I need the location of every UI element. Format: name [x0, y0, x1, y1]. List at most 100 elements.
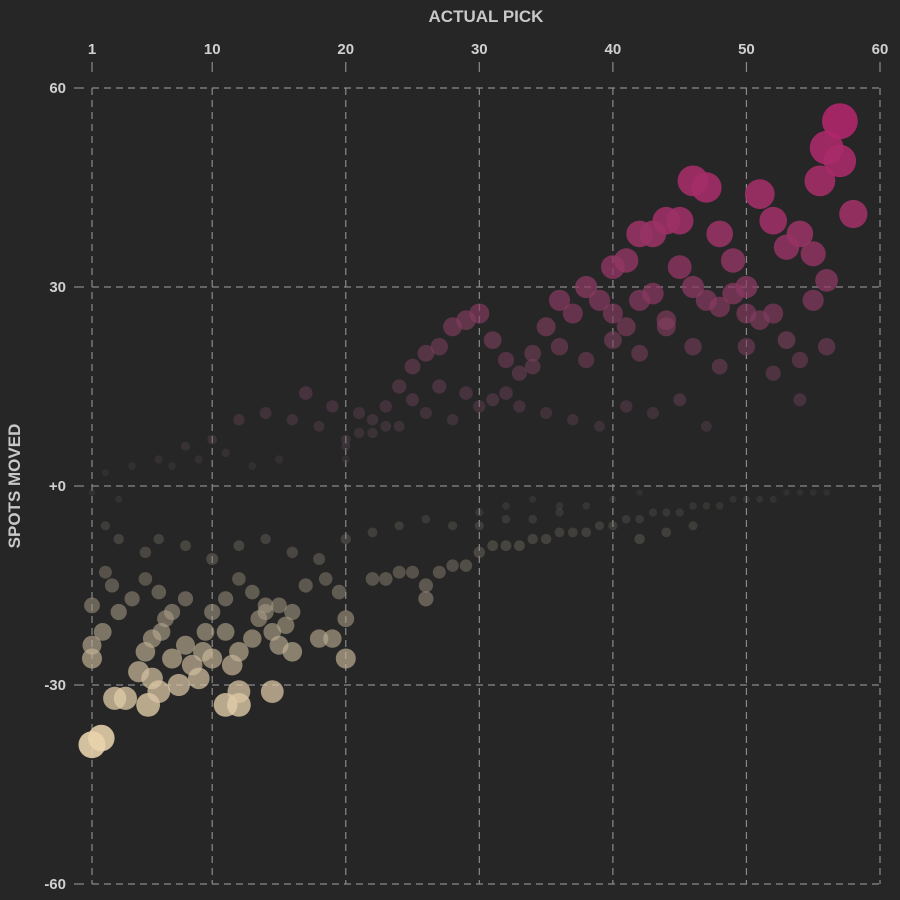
data-point	[418, 578, 433, 593]
data-point	[113, 533, 124, 545]
data-point	[393, 420, 405, 432]
data-point	[709, 296, 730, 318]
data-point	[446, 414, 459, 426]
data-point	[608, 521, 618, 531]
data-point	[497, 351, 515, 369]
data-point	[227, 680, 251, 703]
data-point	[204, 603, 221, 621]
data-point	[689, 502, 697, 510]
data-point	[648, 508, 658, 517]
data-point	[284, 603, 301, 621]
data-point	[298, 386, 313, 400]
data-point	[737, 338, 756, 356]
data-point	[673, 393, 687, 407]
data-point	[817, 338, 836, 356]
data-point	[581, 527, 592, 538]
data-point	[274, 455, 284, 464]
data-point	[588, 289, 611, 311]
data-point	[177, 591, 194, 607]
data-point	[567, 414, 579, 426]
data-point	[802, 289, 824, 311]
data-point	[661, 527, 672, 538]
data-point	[473, 546, 485, 558]
data-point	[153, 533, 164, 545]
data-point	[406, 565, 419, 579]
data-point	[365, 572, 380, 586]
x-axis-title: ACTUAL PICK	[429, 7, 545, 26]
data-point	[286, 414, 298, 426]
data-point	[769, 495, 777, 503]
data-point	[662, 508, 671, 517]
data-point	[642, 282, 664, 305]
y-tick-label: 60	[49, 80, 66, 97]
data-point	[353, 407, 366, 419]
data-point	[298, 578, 313, 593]
data-point	[340, 533, 351, 545]
axis-ticks: 1 10 20 30 40 50 60 60 30 +0 -30 -60	[44, 41, 888, 893]
data-point	[540, 533, 552, 545]
data-point	[326, 400, 339, 413]
data-point	[500, 540, 512, 552]
data-point	[380, 420, 392, 432]
data-point	[578, 351, 595, 369]
data-point	[229, 642, 249, 662]
data-point	[711, 358, 728, 375]
data-point	[176, 635, 195, 655]
data-point	[839, 199, 868, 229]
data-point	[392, 379, 407, 394]
data-point	[218, 591, 234, 607]
data-point	[432, 379, 447, 394]
data-point	[421, 514, 431, 524]
data-point	[88, 489, 96, 496]
data-point	[667, 255, 692, 279]
data-point	[555, 508, 564, 517]
data-points	[78, 103, 868, 759]
data-point	[777, 331, 796, 349]
data-point	[602, 303, 623, 324]
data-point	[620, 400, 633, 413]
data-point	[115, 495, 123, 503]
data-point	[646, 407, 659, 419]
data-point	[366, 414, 379, 426]
data-point	[575, 275, 598, 299]
data-point	[206, 553, 219, 565]
data-point	[232, 572, 246, 586]
data-point	[418, 591, 434, 607]
data-point	[101, 469, 109, 477]
data-point	[635, 514, 644, 524]
data-point	[594, 420, 605, 432]
data-point	[394, 521, 404, 531]
x-tick-label: 1	[88, 41, 96, 58]
data-point	[167, 673, 190, 697]
data-point	[742, 495, 750, 503]
data-point	[582, 502, 590, 510]
data-point	[763, 303, 784, 324]
data-point	[524, 344, 542, 362]
data-point	[524, 358, 541, 375]
data-point	[499, 386, 513, 400]
data-point	[392, 565, 406, 579]
data-point	[691, 172, 722, 203]
x-tick-label: 30	[471, 41, 488, 58]
data-point	[446, 559, 459, 572]
data-point	[809, 489, 817, 496]
data-point	[459, 559, 473, 572]
data-point	[367, 527, 378, 538]
data-point	[744, 179, 775, 210]
data-point	[257, 603, 274, 621]
data-point	[759, 206, 787, 235]
data-point	[528, 514, 537, 524]
data-point	[277, 616, 295, 634]
data-point	[793, 393, 807, 407]
data-point	[804, 165, 836, 197]
data-point	[341, 441, 351, 451]
data-point	[164, 603, 181, 621]
data-point	[706, 220, 733, 248]
data-point	[501, 514, 511, 524]
data-point	[555, 502, 564, 510]
y-tick-label: -60	[44, 876, 66, 893]
data-point	[367, 427, 378, 439]
data-point	[756, 495, 764, 503]
data-point	[260, 680, 284, 703]
